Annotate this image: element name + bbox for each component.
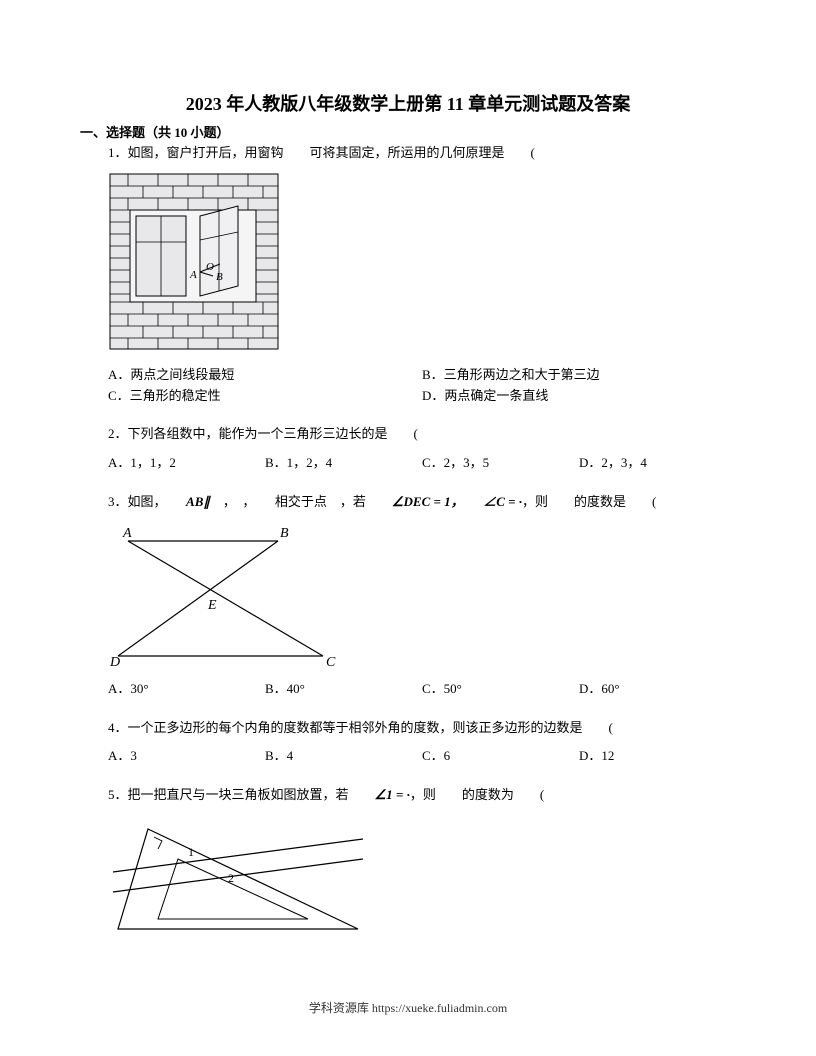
- q5-text: 5．把一把直尺与一块三角板如图放置，若 ∠1 = ·，则 的度数为 (: [108, 785, 736, 806]
- page-footer: 学科资源库 https://xueke.fuliadmin.com: [0, 999, 816, 1016]
- q3-dec: ∠DEC = 1: [392, 494, 451, 509]
- q3-ab: AB∥: [186, 494, 210, 509]
- question-2: 2．下列各组数中，能作为一个三角形三边长的是 ( A．1，1，2 B．1，2，4…: [80, 424, 736, 474]
- q5-num: 5．: [108, 785, 128, 806]
- svg-text:E: E: [207, 598, 217, 613]
- q2-num: 2．: [108, 424, 128, 445]
- question-3: 3．如图， AB∥ ， ， 相交于点 ，若 ∠DEC = 1， ∠C = ·，则…: [80, 492, 736, 700]
- q3-num: 3．: [108, 492, 128, 513]
- q3-post: ，则 的度数是 (: [522, 494, 656, 509]
- q4-optC: C．6: [422, 746, 579, 767]
- svg-text:A: A: [189, 269, 197, 281]
- svg-text:O: O: [206, 261, 214, 273]
- q3-options: A．30° B．40° C．50° D．60°: [108, 679, 736, 700]
- question-1: 1．如图，窗户打开后，用窗钩 可将其固定，所运用的几何原理是 (: [80, 143, 736, 406]
- q1-optD: D．两点确定一条直线: [422, 386, 736, 407]
- q5-figure: 1 2: [108, 814, 736, 939]
- svg-text:A: A: [122, 526, 132, 541]
- q4-text: 4．一个正多边形的每个内角的度数都等于相邻外角的度数，则该正多边形的边数是 (: [108, 718, 736, 739]
- svg-text:B: B: [216, 271, 223, 283]
- q1-num: 1．: [108, 143, 128, 164]
- section-header: 一、选择题（共 10 小题）: [80, 122, 736, 141]
- svg-text:2: 2: [228, 871, 234, 885]
- q5-post: ，则 的度数为 (: [410, 787, 544, 802]
- q2-optD: D．2，3，4: [579, 453, 736, 474]
- q3-text: 3．如图， AB∥ ， ， 相交于点 ，若 ∠DEC = 1， ∠C = ·，则…: [108, 492, 736, 513]
- q3-figure: A B D C E: [108, 521, 736, 671]
- page-title: 2023 年人教版八年级数学上册第 11 章单元测试题及答案: [80, 90, 736, 116]
- q4-optA: A．3: [108, 746, 265, 767]
- q1-stem: 如图，窗户打开后，用窗钩 可将其固定，所运用的几何原理是 (: [128, 145, 535, 160]
- q2-optA: A．1，1，2: [108, 453, 265, 474]
- q1-options: A．两点之间线段最短 B．三角形两边之和大于第三边 C．三角形的稳定性 D．两点…: [108, 365, 736, 407]
- svg-text:D: D: [109, 655, 120, 670]
- q2-stem: 下列各组数中，能作为一个三角形三边长的是 (: [128, 426, 418, 441]
- q2-optB: B．1，2，4: [265, 453, 422, 474]
- svg-text:B: B: [280, 526, 289, 541]
- q3-optA: A．30°: [108, 679, 265, 700]
- svg-text:1: 1: [188, 845, 194, 859]
- q4-options: A．3 B．4 C．6 D．12: [108, 746, 736, 767]
- q4-optB: B．4: [265, 746, 422, 767]
- q1-text: 1．如图，窗户打开后，用窗钩 可将其固定，所运用的几何原理是 (: [108, 143, 736, 164]
- q3-optD: D．60°: [579, 679, 736, 700]
- q4-stem: 一个正多边形的每个内角的度数都等于相邻外角的度数，则该正多边形的边数是 (: [128, 720, 613, 735]
- svg-text:C: C: [326, 655, 336, 670]
- q4-num: 4．: [108, 718, 128, 739]
- q5-angle: ∠1 = ·: [375, 787, 410, 802]
- q2-text: 2．下列各组数中，能作为一个三角形三边长的是 (: [108, 424, 736, 445]
- q3-optB: B．40°: [265, 679, 422, 700]
- q5-pre: 把一把直尺与一块三角板如图放置，若: [128, 787, 375, 802]
- q1-optB: B．三角形两边之和大于第三边: [422, 365, 736, 386]
- q2-options: A．1，1，2 B．1，2，4 C．2，3，5 D．2，3，4: [108, 453, 736, 474]
- q4-optD: D．12: [579, 746, 736, 767]
- q3-optC: C．50°: [422, 679, 579, 700]
- q1-figure: A O B: [108, 172, 736, 357]
- question-5: 5．把一把直尺与一块三角板如图放置，若 ∠1 = ·，则 的度数为 ( 1 2: [80, 785, 736, 939]
- q1-optC: C．三角形的稳定性: [108, 386, 422, 407]
- q3-pre: 如图，: [128, 494, 187, 509]
- q3-mid: ， ， 相交于点 ，若: [210, 494, 392, 509]
- question-4: 4．一个正多边形的每个内角的度数都等于相邻外角的度数，则该正多边形的边数是 ( …: [80, 718, 736, 768]
- q2-optC: C．2，3，5: [422, 453, 579, 474]
- q1-optA: A．两点之间线段最短: [108, 365, 422, 386]
- q3-c: ， ∠C = ·: [451, 494, 522, 509]
